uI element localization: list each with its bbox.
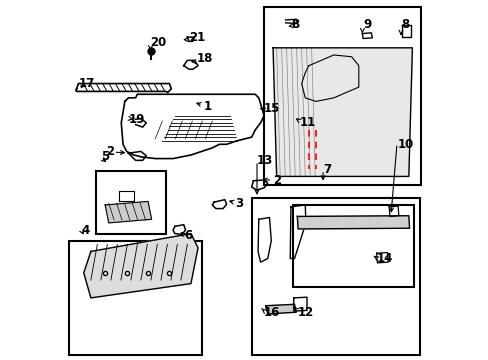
Text: 17: 17 [78,77,95,90]
Bar [69,241,201,355]
Text: 18: 18 [196,52,212,65]
Text: 14: 14 [376,252,392,265]
Text: 13: 13 [257,154,273,167]
Text: 7: 7 [323,163,330,176]
Text: 3: 3 [235,197,243,210]
Text: 12: 12 [298,306,314,319]
Text: 19: 19 [128,113,144,126]
Text: 8: 8 [291,18,299,31]
Text: 10: 10 [397,138,413,151]
Bar [96,171,165,234]
Polygon shape [297,216,408,229]
Text: 2: 2 [272,174,281,186]
Polygon shape [265,304,296,314]
Bar [292,205,413,287]
Text: 4: 4 [81,224,89,237]
Text: 9: 9 [363,18,370,31]
Polygon shape [83,234,198,298]
Bar [264,7,421,185]
Text: 2: 2 [106,145,114,158]
Text: 1: 1 [203,100,211,113]
Bar [251,198,419,355]
Text: 11: 11 [299,116,315,129]
Text: 8: 8 [401,18,409,31]
Text: 15: 15 [264,102,280,115]
Text: 20: 20 [149,36,166,49]
Text: 16: 16 [264,306,280,319]
Text: 5: 5 [101,150,109,163]
Text: 6: 6 [183,229,192,242]
Text: 21: 21 [189,31,205,44]
Polygon shape [272,48,411,176]
Polygon shape [105,202,151,223]
